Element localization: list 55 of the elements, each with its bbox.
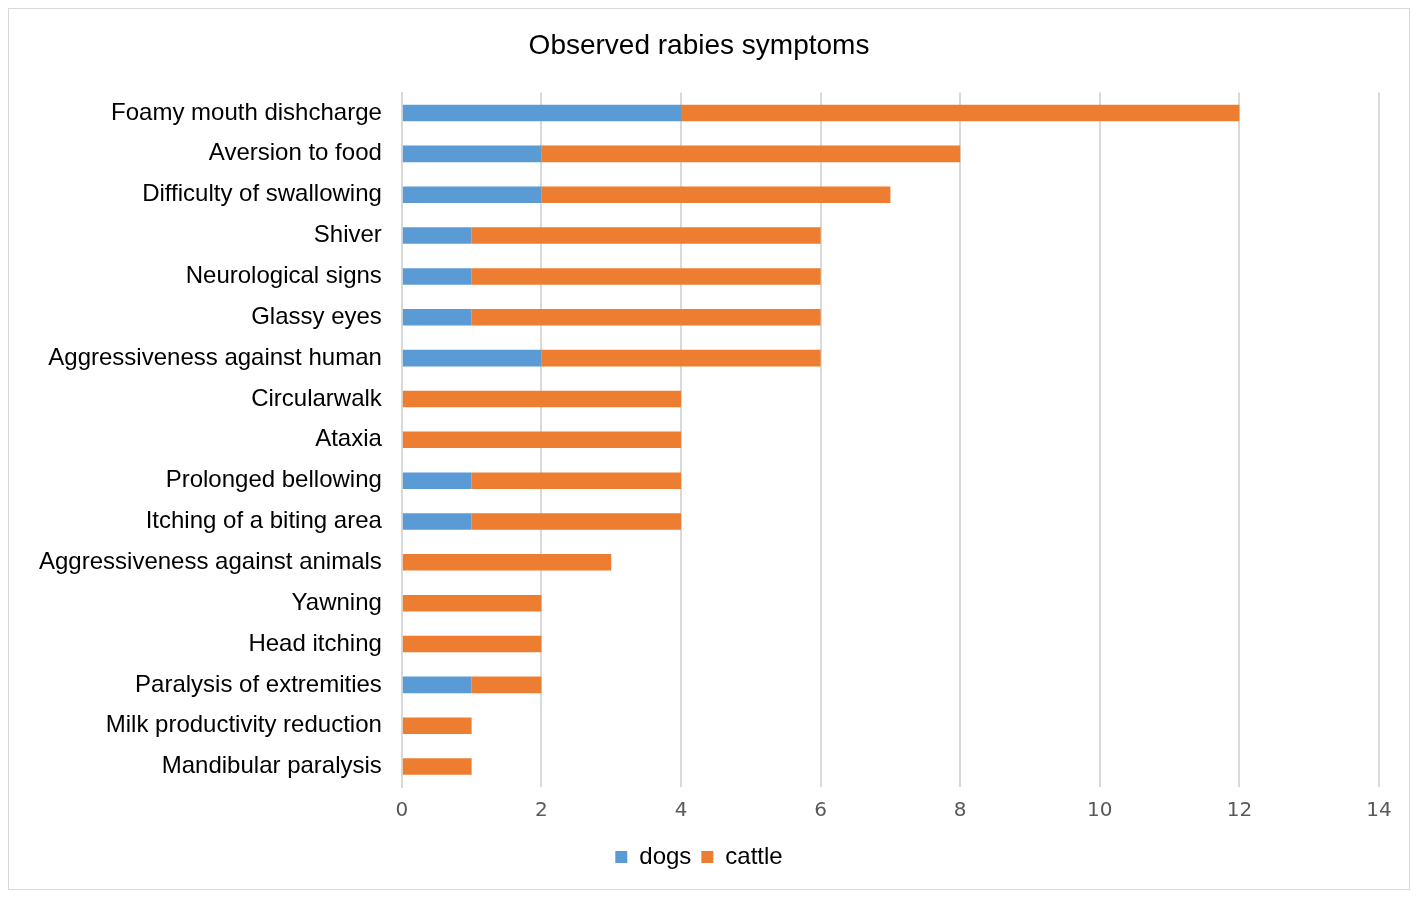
x-tick-label: 6 [814,797,827,822]
legend-label: cattle [725,841,783,869]
x-tick-label: 0 [395,797,409,822]
bar [402,676,472,694]
y-tick-label: Yawning [291,587,382,615]
y-tick-label: Milk productivity reduction [105,710,382,738]
y-tick-label: Paralysis of extremities [135,669,382,697]
y-tick-label: Glassy eyes [251,301,382,329]
x-tick-label: 12 [1226,797,1253,822]
y-tick-label: Shiver [313,220,382,248]
bar [402,227,472,244]
bar [402,472,472,489]
bar [471,227,821,244]
bar [402,390,682,408]
bar [402,717,472,734]
bar [471,513,682,530]
bar [402,349,542,367]
bar [402,145,542,163]
bar [402,635,542,653]
y-tick-label: Prolonged bellowing [165,465,382,493]
bar [402,554,612,571]
bar [471,308,821,326]
y-tick-label: Difficulty of swallowing [142,179,382,207]
y-tick-label: Aggressiveness against animals [39,546,382,574]
bar [541,349,821,367]
y-tick-label: Aggressiveness against human [48,342,382,370]
bar [402,594,542,612]
y-tick-label: Itching of a biting area [145,506,383,534]
bar [681,104,1240,122]
bar [402,513,472,530]
bar [402,431,682,449]
y-tick-label: Aversion to food [208,138,382,166]
x-tick-label: 2 [535,797,548,822]
bar [541,186,891,203]
bar [402,308,472,326]
bar [471,268,821,285]
x-tick-label: 10 [1087,797,1113,822]
bar [402,758,472,775]
bar [402,186,542,203]
bar [471,676,542,694]
y-tick-label: Circularwalk [251,383,383,411]
x-tick-label: 4 [674,797,688,822]
chart-title: Observed rabies symptoms [528,28,870,60]
y-tick-label: Neurological signs [185,261,382,289]
y-tick-label: Head itching [248,628,382,656]
bar [541,145,961,163]
x-tick-label: 14 [1366,797,1392,822]
x-tick-label: 8 [953,797,967,822]
y-tick-label: Mandibular paralysis [161,751,382,779]
y-tick-label: Foamy mouth dishcharge [111,97,382,125]
legend-label: dogs [639,841,692,869]
bar [402,268,472,285]
bar [402,104,682,122]
y-tick-label: Ataxia [315,424,383,452]
bar [471,472,682,489]
